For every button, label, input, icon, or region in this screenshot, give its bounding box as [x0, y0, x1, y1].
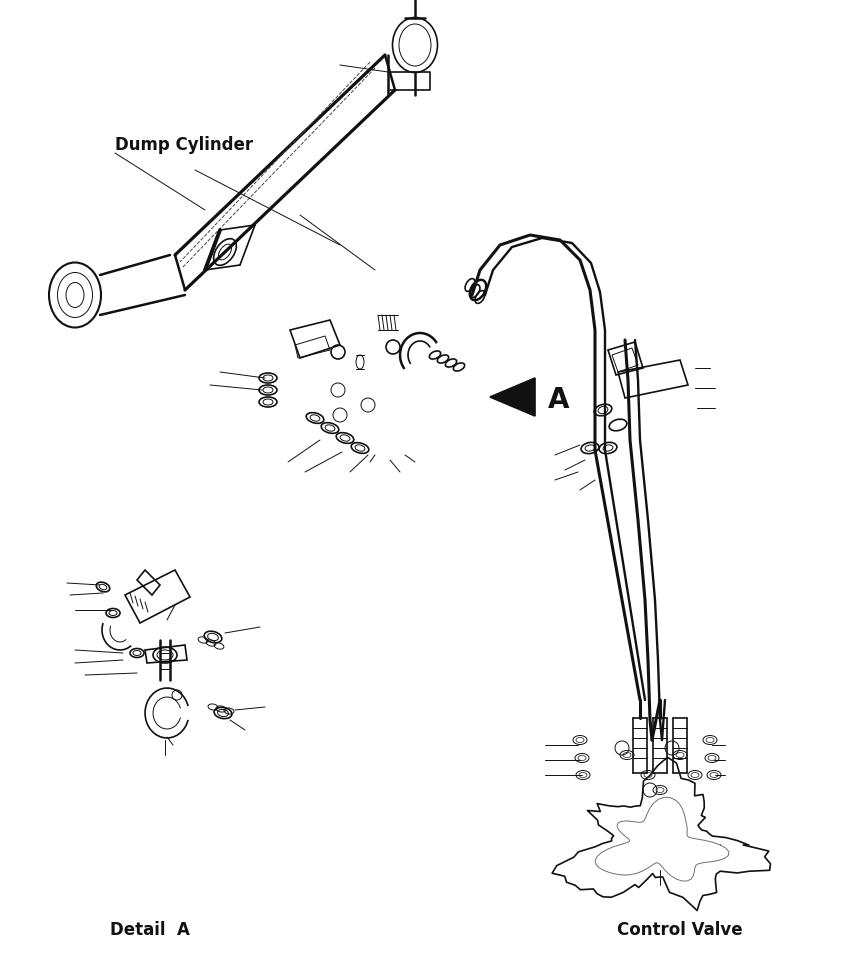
- Text: Control Valve: Control Valve: [617, 921, 743, 939]
- Polygon shape: [490, 378, 535, 416]
- Text: Dump Cylinder: Dump Cylinder: [115, 136, 253, 154]
- Text: A: A: [548, 386, 569, 414]
- Text: Detail  A: Detail A: [110, 921, 190, 939]
